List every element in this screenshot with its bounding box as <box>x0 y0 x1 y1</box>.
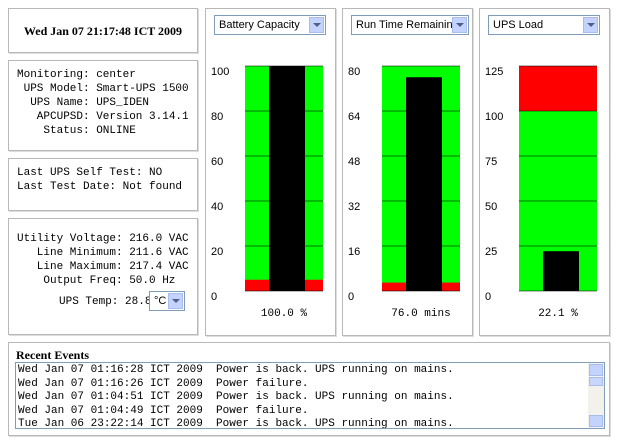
value-label: 76.0 mins <box>391 308 450 320</box>
gauge-panel: Battery Capacity 0 20 40 60 80 100 100.0 % <box>205 8 336 336</box>
status-panel: Monitoring: center UPS Model: Smart-UPS 150… <box>8 60 198 151</box>
temp-label: UPS Temp: <box>59 296 119 308</box>
dropdown-arrow <box>452 17 467 33</box>
temp-unit-select[interactable]: °C <box>149 291 185 311</box>
info-row: Line Minimum: 211.6 VAC <box>17 246 197 260</box>
info-value: center <box>96 69 136 81</box>
info-row: Monitoring: center <box>17 68 197 82</box>
info-label: Output Freq: <box>43 275 123 287</box>
bar <box>406 77 442 291</box>
event-line: Wed Jan 07 01:04:51 ICT 2009 Power is ba… <box>18 391 454 403</box>
y-tick-label: 80 <box>348 66 360 78</box>
value-label: 100.0 % <box>261 308 308 320</box>
gauge: 0 20 40 60 80 100 100.0 % <box>211 65 323 320</box>
scrollbar[interactable] <box>588 363 604 428</box>
info-label: Last Test Date: <box>17 181 117 193</box>
info-value: 217.4 VAC <box>129 261 189 273</box>
y-tick-label: 125 <box>485 66 503 78</box>
temp-value: 28.8 <box>125 296 152 308</box>
dropdown-arrow <box>168 293 183 309</box>
info-row: Line Maximum: 217.4 VAC <box>17 260 197 274</box>
info-row: APCUPSD: Version 3.14.1 <box>17 110 197 124</box>
scroll-thumb[interactable] <box>589 377 603 386</box>
chart-select[interactable]: UPS Load <box>488 15 600 35</box>
event-line: Wed Jan 07 01:16:28 ICT 2009 Power is ba… <box>18 364 454 376</box>
dropdown-arrow <box>583 17 598 33</box>
temp-unit: °C <box>154 295 167 307</box>
info-label: UPS Name: <box>30 97 90 109</box>
y-tick-label: 0 <box>211 291 217 303</box>
y-tick-label: 48 <box>348 156 360 168</box>
info-row: UPS Name: UPS_IDEN <box>17 96 197 110</box>
info-label: Monitoring: <box>17 69 90 81</box>
gauge-panel: UPS Load 0 25 50 75 100 125 22.1 % <box>479 8 610 336</box>
events-box[interactable]: Wed Jan 07 01:16:28 ICT 2009 Power is ba… <box>15 362 605 429</box>
info-label: Status: <box>43 125 90 137</box>
info-label: Utility Voltage: <box>17 233 123 245</box>
info-value: UPS_IDEN <box>96 97 150 109</box>
info-value: Version 3.14.1 <box>96 111 189 123</box>
event-line: Wed Jan 07 01:16:26 ICT 2009 Power failu… <box>18 377 309 390</box>
y-tick-label: 50 <box>485 201 497 213</box>
info-value: NO <box>149 167 163 179</box>
scroll-down[interactable] <box>589 415 603 427</box>
y-tick-label: 100 <box>211 66 229 78</box>
y-tick-label: 75 <box>485 156 497 168</box>
chart-select[interactable]: Battery Capacity <box>214 15 326 35</box>
self-test-panel: Last UPS Self Test: NO Last Test Date: Not … <box>8 158 198 211</box>
info-value: 216.0 VAC <box>129 233 189 245</box>
y-tick-label: 0 <box>485 291 491 303</box>
info-row: Status: ONLINE <box>17 124 197 138</box>
scroll-up[interactable] <box>589 364 603 376</box>
chart-select[interactable]: Run Time Remaining <box>351 15 469 35</box>
info-row: Output Freq: 50.0 Hz <box>17 274 197 288</box>
chart-title: Battery Capacity <box>219 19 300 31</box>
info-label: Line Minimum: <box>36 247 123 259</box>
y-tick-label: 60 <box>211 156 223 168</box>
gauge-panel: Run Time Remaining 0 16 32 48 64 80 76.0 mins <box>342 8 473 336</box>
y-tick-label: 25 <box>485 246 497 258</box>
event-line: Tue Jan 06 23:22:14 ICT 2009 Power is ba… <box>18 418 454 429</box>
info-row: Utility Voltage: 216.0 VAC <box>17 232 197 246</box>
events-title: Recent Events <box>16 348 89 362</box>
info-row: UPS Model: Smart-UPS 1500 <box>17 82 197 96</box>
date-panel: Wed Jan 07 21:17:48 ICT 2009 <box>8 8 198 53</box>
info-label: APCUPSD: <box>36 111 90 123</box>
chart-title: UPS Load <box>493 19 544 31</box>
info-row: Last Test Date: Not found <box>17 180 197 194</box>
events-panel: Recent Events Wed Jan 07 01:16:28 ICT 20… <box>8 342 610 436</box>
gauge: 0 16 32 48 64 80 76.0 mins <box>348 65 460 320</box>
y-tick-label: 0 <box>348 291 354 303</box>
event-line: Wed Jan 07 01:04:49 ICT 2009 Power failu… <box>18 404 309 417</box>
info-value: ONLINE <box>96 125 136 137</box>
events-text: Wed Jan 07 01:16:28 ICT 2009 Power is ba… <box>18 364 454 429</box>
dropdown-arrow <box>309 17 324 33</box>
info-value: 50.0 Hz <box>129 275 176 287</box>
info-value: Smart-UPS 1500 <box>96 83 189 95</box>
y-tick-label: 20 <box>211 246 223 258</box>
y-tick-label: 40 <box>211 201 223 213</box>
bar <box>543 251 579 291</box>
chart-title: Run Time Remaining <box>356 19 459 31</box>
value-label: 22.1 % <box>538 308 578 320</box>
temp-row: UPS Temp: 28.8 <box>59 295 151 309</box>
y-tick-label: 64 <box>348 111 360 123</box>
y-tick-label: 100 <box>485 111 503 123</box>
gauge: 0 25 50 75 100 125 22.1 % <box>485 65 597 320</box>
datetime: Wed Jan 07 21:17:48 ICT 2009 <box>23 24 183 38</box>
y-tick-label: 80 <box>211 111 223 123</box>
y-tick-label: 16 <box>348 246 360 258</box>
info-value: 211.6 VAC <box>129 247 189 259</box>
info-label: Last UPS Self Test: <box>17 167 143 179</box>
info-label: Line Maximum: <box>36 261 123 273</box>
info-label: UPS Model: <box>23 83 90 95</box>
y-tick-label: 32 <box>348 201 360 213</box>
power-panel: Utility Voltage: 216.0 VAC Line Minimum: 21… <box>8 218 198 335</box>
info-value: Not found <box>122 181 183 193</box>
bar <box>269 66 305 291</box>
info-row: Last UPS Self Test: NO <box>17 166 197 180</box>
gauge-zone <box>519 66 597 111</box>
